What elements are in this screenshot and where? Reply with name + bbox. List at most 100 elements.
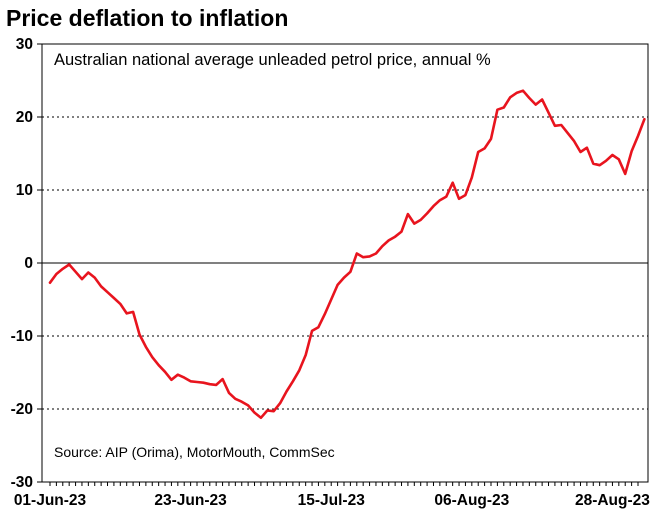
y-axis: 30 20 10 0 -10 -20 -30 [11,36,42,491]
data-point [445,195,448,198]
data-point [362,256,364,258]
data-point [464,194,467,196]
data-point [125,312,128,315]
data-point [132,311,134,313]
data-point [541,98,543,101]
data-point [522,89,524,92]
y-tick-label: -20 [11,401,33,418]
data-point [266,409,269,412]
data-point [87,271,90,274]
data-point [579,151,582,153]
data-point [285,390,288,393]
y-tick-label: -10 [11,328,33,345]
data-point [355,252,358,255]
data-point [240,400,243,403]
data-point [113,297,115,299]
data-point [630,150,633,153]
data-point [605,160,607,162]
y-tick-label: 10 [16,182,33,199]
x-tick-label: 28-Aug-23 [575,492,650,509]
data-point [592,162,595,165]
data-point [304,354,307,356]
data-point [586,146,588,149]
data-point [375,252,377,255]
data-point [61,268,64,270]
data-point [317,326,320,329]
data-point [598,164,601,166]
data-point [471,176,473,179]
data-point [138,333,141,336]
data-point [509,96,511,99]
chart-subtitle: Australian national average unleaded pet… [54,51,491,69]
data-point [234,397,237,400]
data-point [311,330,313,332]
data-point [145,346,147,348]
data-point [451,181,454,184]
y-tick-label: 30 [16,36,33,53]
data-point [618,158,620,161]
x-axis: 01-Jun-23 23-Jun-23 15-Jul-23 06-Aug-23 28-A… [14,482,650,509]
data-point [247,404,249,407]
data-point [426,212,428,215]
data-point [324,313,326,315]
data-point [496,108,499,111]
data-point [528,97,531,99]
data-point [432,205,435,207]
series-group [48,89,646,420]
data-point [119,303,122,305]
data-point [439,199,441,202]
data-point [93,276,96,279]
data-point [490,138,492,140]
data-point [637,135,639,137]
data-point [49,281,51,284]
data-point [253,411,256,414]
data-point [106,291,109,294]
data-point [221,378,224,380]
data-point [196,381,198,383]
data-point [394,235,396,238]
data-point [368,255,371,258]
data-point [349,270,352,273]
data-point [643,118,646,120]
data-point [202,381,205,384]
data-point [100,285,102,288]
gridlines [42,116,648,410]
data-point [81,278,83,280]
data-point [387,239,390,242]
data-point [566,132,569,134]
data-point [298,369,301,372]
x-tick-label: 06-Aug-23 [434,492,509,509]
data-point [260,416,262,419]
data-point [502,106,505,109]
data-point [279,402,281,404]
data-point [183,376,186,379]
x-tick-label: 23-Jun-23 [154,492,227,509]
data-point [228,392,230,394]
data-point [55,273,58,275]
y-tick-label: 0 [24,255,33,272]
data-point [170,379,173,381]
data-point [381,245,384,248]
data-point [573,140,575,142]
data-point [483,147,486,150]
data-point [413,222,416,225]
data-point [407,213,409,215]
data-point [215,384,217,386]
data-point [343,276,345,279]
y-tick-label: -30 [11,474,33,491]
data-point [151,356,154,358]
data-point [554,124,556,127]
data-point [400,230,403,233]
data-point [272,410,275,412]
series-line [48,89,646,420]
y-tick-label: 20 [16,109,33,126]
data-point [68,263,70,266]
data-point [189,380,192,383]
data-point [477,151,480,153]
data-point [74,270,77,273]
data-point [458,197,460,200]
data-point [534,103,537,106]
data-point [560,124,563,126]
data-point [177,373,179,376]
